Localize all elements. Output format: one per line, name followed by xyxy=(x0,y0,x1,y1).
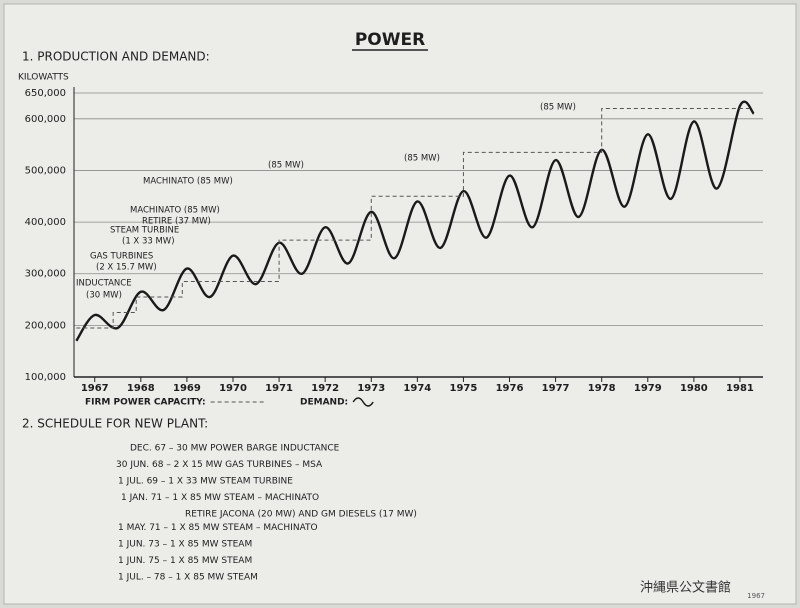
annotation: (85 MW) xyxy=(268,161,304,171)
x-tick-label: 1972 xyxy=(311,383,339,394)
x-tick-label: 1980 xyxy=(680,383,708,394)
legend-swatch xyxy=(352,397,374,407)
schedule-item: 1 JUL. – 78 – 1 X 85 MW STEAM xyxy=(118,573,258,583)
x-tick-label: 1975 xyxy=(450,383,478,394)
paper xyxy=(3,3,797,605)
legend-label: FIRM POWER CAPACITY: xyxy=(85,398,206,408)
y-tick-label: 300,000 xyxy=(25,269,66,280)
demand-line xyxy=(75,100,755,342)
y-tick-label: 400,000 xyxy=(25,217,66,228)
annotation: MACHINATO (85 MW) xyxy=(130,206,220,216)
schedule-item: 1 JAN. 71 – 1 X 85 MW STEAM – MACHINATO xyxy=(121,493,319,503)
y-tick-label: 600,000 xyxy=(25,114,66,125)
title: POWER xyxy=(355,30,425,50)
schedule-item: DEC. 67 – 30 MW POWER BARGE INDUCTANCE xyxy=(130,444,340,454)
schedule-item: 1 MAY. 71 – 1 X 85 MW STEAM – MACHINATO xyxy=(118,523,318,533)
schedule-item: 1 JUN. 73 – 1 X 85 MW STEAM xyxy=(118,540,252,550)
annotation: (85 MW) xyxy=(540,103,576,113)
x-tick-label: 1974 xyxy=(403,383,431,394)
section-title: 1. PRODUCTION AND DEMAND: xyxy=(22,50,210,64)
x-tick-label: 1981 xyxy=(726,383,754,394)
annotation: MACHINATO (85 MW) xyxy=(143,177,233,187)
annotation: RETIRE (37 MW) xyxy=(142,217,211,227)
x-tick-label: 1979 xyxy=(634,383,662,394)
x-tick-label: 1973 xyxy=(357,383,385,394)
stamp-date: 1967 xyxy=(747,592,765,600)
y-axis-label: KILOWATTS xyxy=(18,73,69,83)
archive-stamp: 沖縄県公文書館 xyxy=(640,581,731,596)
schedule-item: RETIRE JACONA (20 MW) AND GM DIESELS (17… xyxy=(185,510,417,520)
x-tick-label: 1977 xyxy=(542,383,570,394)
schedule-item: 30 JUN. 68 – 2 X 15 MW GAS TURBINES – MS… xyxy=(116,460,323,470)
x-tick-label: 1978 xyxy=(588,383,616,394)
annotation: GAS TURBINES xyxy=(90,252,153,262)
x-tick-label: 1968 xyxy=(127,383,155,394)
annotation: (1 X 33 MW) xyxy=(122,237,175,247)
schedule-item: 1 JUL. 69 – 1 X 33 MW STEAM TURBINE xyxy=(118,477,293,487)
y-tick-label: 100,000 xyxy=(25,372,66,383)
x-tick-label: 1971 xyxy=(265,383,293,394)
annotation: (2 X 15.7 MW) xyxy=(96,263,157,273)
y-tick-label: 500,000 xyxy=(25,165,66,176)
annotation: (85 MW) xyxy=(404,154,440,164)
x-tick-label: 1967 xyxy=(81,383,109,394)
schedule-title: 2. SCHEDULE FOR NEW PLANT: xyxy=(22,417,208,431)
annotation: STEAM TURBINE xyxy=(110,226,179,236)
y-tick-label: 650,000 xyxy=(25,88,66,99)
annotation: INDUCTANCE xyxy=(76,279,132,289)
schedule-item: 1 JUN. 75 – 1 X 85 MW STEAM xyxy=(118,556,252,566)
annotation: (30 MW) xyxy=(86,291,122,301)
x-tick-label: 1970 xyxy=(219,383,247,394)
legend-label: DEMAND: xyxy=(300,398,348,408)
y-tick-label: 200,000 xyxy=(25,320,66,331)
x-tick-label: 1969 xyxy=(173,383,201,394)
x-tick-label: 1976 xyxy=(496,383,524,394)
capacity-line xyxy=(76,107,750,329)
